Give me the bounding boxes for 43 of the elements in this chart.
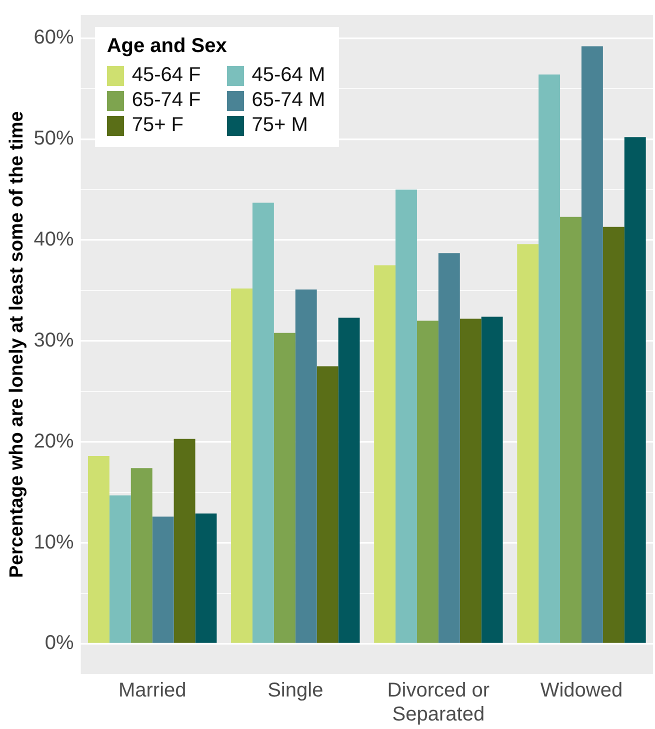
legend-label: 65-74 F xyxy=(132,89,201,112)
bar xyxy=(152,516,174,643)
legend-label: 75+ M xyxy=(252,114,308,137)
bar xyxy=(130,468,152,643)
bar xyxy=(517,244,539,643)
bar xyxy=(396,190,417,643)
bar xyxy=(560,216,582,643)
bar xyxy=(481,316,503,643)
y-tick-label: 10% xyxy=(34,531,74,554)
y-axis-title: Percentage who are lonely at least some of the time xyxy=(6,111,28,578)
y-tick-label: 60% xyxy=(34,26,74,49)
legend-title: Age and Sex xyxy=(106,35,228,58)
bar xyxy=(274,332,296,643)
bar xyxy=(195,514,217,643)
bar xyxy=(231,288,252,643)
y-tick-label: 40% xyxy=(34,228,74,251)
bar xyxy=(174,438,196,643)
bar xyxy=(460,318,482,643)
legend-label: 65-74 M xyxy=(252,89,326,112)
bar xyxy=(538,74,560,643)
bar xyxy=(581,46,603,643)
legend-label: 45-64 F xyxy=(132,64,201,87)
bar xyxy=(316,366,338,643)
bar xyxy=(109,495,131,643)
bar xyxy=(374,265,396,643)
bar xyxy=(338,318,360,643)
bar xyxy=(416,320,438,643)
y-tick-label: 50% xyxy=(34,128,74,150)
bar xyxy=(438,253,460,643)
x-tick-label: Divorced or Separated xyxy=(387,680,490,726)
y-tick-label: 0% xyxy=(44,632,74,654)
x-tick-label: Single xyxy=(268,680,324,702)
bar xyxy=(252,202,274,643)
y-tick-label: 20% xyxy=(34,430,74,452)
legend-label: 45-64 M xyxy=(252,64,326,87)
bar xyxy=(624,137,646,643)
bar xyxy=(88,456,110,643)
legend-label: 75+ F xyxy=(132,114,184,137)
x-tick-label: Married xyxy=(118,680,186,702)
bar xyxy=(602,226,624,643)
y-tick-label: 30% xyxy=(34,329,74,352)
x-tick-label: Widowed xyxy=(540,680,623,702)
bar xyxy=(295,290,317,643)
